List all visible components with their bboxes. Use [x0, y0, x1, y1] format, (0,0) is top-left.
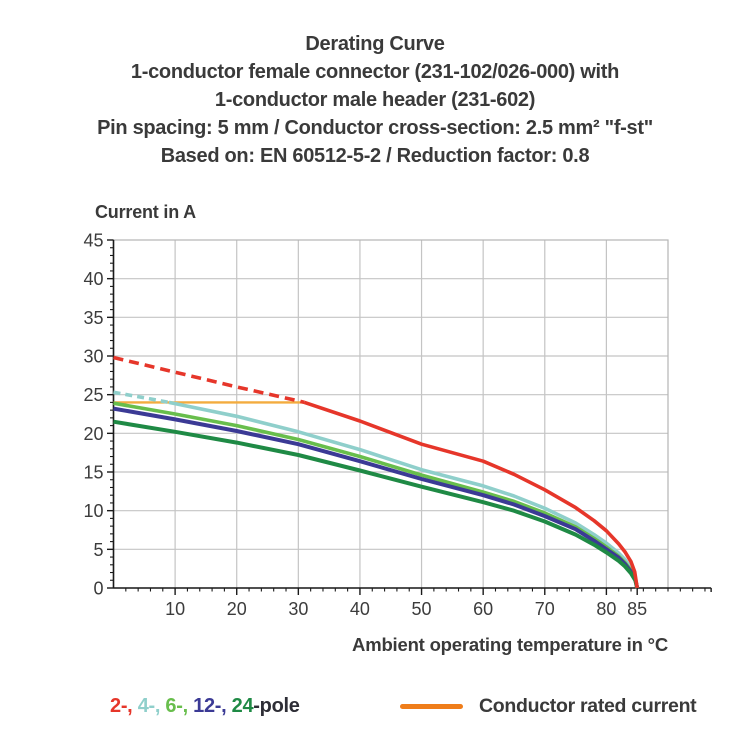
series-6-pole [113, 401, 639, 589]
y-tick-label: 0 [93, 579, 103, 599]
derating-chart: 0 5 10 15 20 25 30 35 40 45 10 20 30 40 50 60 70 80 85 [83, 231, 712, 619]
legend-pole-counts: 2-, 4-, 6-, 12-, 24-pole [110, 695, 300, 718]
x-axis-title: Ambient operating temperature in °C [352, 634, 668, 655]
legend-pole-segment: 12-, [187, 695, 227, 717]
y-axis-title: Current in A [95, 202, 196, 222]
x-tick-label: 10 [165, 599, 185, 619]
x-tick-label: 40 [350, 599, 370, 619]
y-tick-label: 15 [83, 463, 103, 483]
y-tick-label: 35 [83, 308, 103, 328]
x-tick-label: 20 [227, 599, 247, 619]
y-tick-label: 20 [83, 424, 103, 444]
chart-subtitle-standard: Based on: EN 60512-5-2 / Reduction facto… [160, 145, 590, 167]
x-tick-label: 85 [627, 599, 647, 619]
legend-pole-segment: 4-, [132, 695, 161, 717]
x-tick-label: 60 [473, 599, 493, 619]
y-tick-label: 5 [93, 540, 103, 560]
chart-subtitle-spacing: Pin spacing: 5 mm / Conductor cross-sect… [97, 117, 653, 139]
x-tick-label: 70 [535, 599, 555, 619]
series-dashed-4-pole [113, 390, 170, 405]
x-tick-label: 80 [596, 599, 616, 619]
y-tick-label: 40 [83, 269, 103, 289]
rated-current-line-swatch [400, 704, 463, 709]
chart-subtitle-connector: 1-conductor female connector (231-102/02… [130, 61, 620, 83]
series-2-pole [303, 400, 639, 589]
y-tick-label: 45 [83, 231, 103, 251]
legend-pole-segment: 6-, [160, 695, 188, 717]
x-tick-label: 50 [412, 599, 432, 619]
series-24-pole [113, 419, 640, 589]
legend-pole-segment: 2-, [110, 695, 133, 717]
chart-title: Derating Curve [305, 33, 445, 55]
y-tick-label: 30 [83, 347, 103, 367]
legend-pole-segment: -pole [253, 695, 300, 717]
rated-current-label: Conductor rated current [479, 695, 697, 717]
legend-pole-segment: 24 [226, 695, 254, 717]
chart-subtitle-header: 1-conductor male header (231-602) [214, 89, 536, 111]
y-tick-label: 25 [83, 385, 103, 405]
chart-title-block: Derating Curve 1-conductor female connec… [0, 30, 750, 170]
x-tick-label: 30 [288, 599, 308, 619]
legend-row: 2-, 4-, 6-, 12-, 24-pole Conductor rated… [0, 695, 750, 725]
y-tick-label: 10 [83, 501, 103, 521]
